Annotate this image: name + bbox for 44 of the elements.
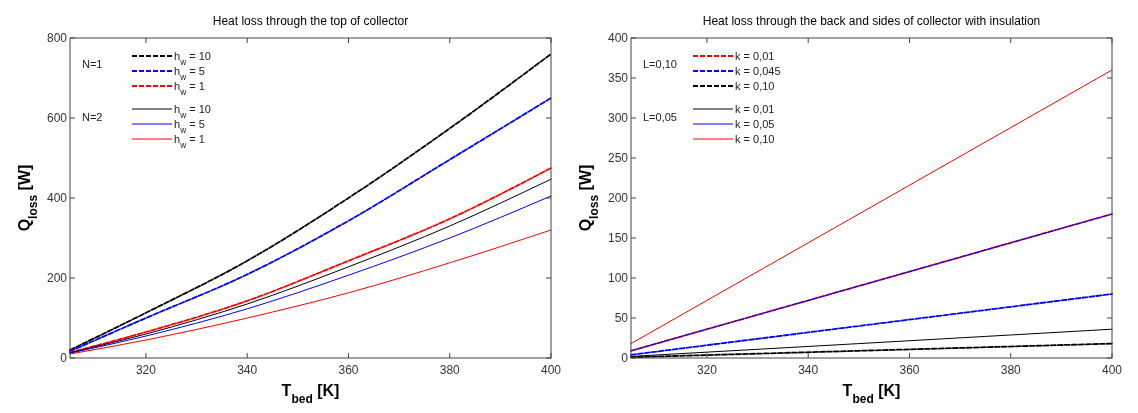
x-tick-label: 320 [135, 363, 157, 377]
y-tick-label: 200 [46, 271, 68, 285]
x-tick-label: 380 [439, 363, 461, 377]
x-tick-label: 400 [1101, 363, 1123, 377]
x-tick-label: 360 [899, 363, 920, 377]
y-tick-label: 300 [607, 111, 629, 125]
annotation: N=1 [82, 57, 103, 70]
chart-title: Heat loss through the top of collector [212, 14, 409, 28]
legend-label: h$_{w}$ = 1 [174, 133, 205, 150]
legend-label: h$_{w}$ = 5 [174, 118, 205, 135]
legend-label: k = 0,10 [735, 80, 775, 92]
annotation: L=0,05 [643, 110, 677, 123]
x-tick-label: 400 [540, 363, 562, 377]
x-tick-label: 320 [696, 363, 718, 377]
y-tick-label: 100 [607, 271, 629, 285]
y-tick-label: 250 [607, 151, 629, 165]
y-tick-label: 50 [614, 311, 629, 325]
annotation: N=2 [82, 110, 103, 123]
x-tick-label: 340 [237, 363, 258, 377]
legend-label: h$_{w}$ = 10 [174, 103, 211, 120]
legend-label: k = 0,10 [735, 133, 775, 145]
legend-label: h$_{w}$ = 10 [174, 50, 211, 67]
y-tick-label: 0 [621, 351, 629, 365]
y-tick-label: 800 [46, 31, 68, 45]
y-tick-label: 600 [46, 111, 68, 125]
legend-label: k = 0,01 [735, 50, 775, 62]
y-tick-label: 400 [46, 191, 68, 205]
legend-label: h$_{w}$ = 1 [174, 80, 205, 97]
legend-label: h$_{w}$ = 5 [174, 65, 205, 82]
y-tick-label: 0 [60, 351, 68, 365]
y-tick-label: 400 [607, 31, 629, 45]
y-tick-label: 150 [607, 231, 629, 245]
x-tick-label: 360 [338, 363, 359, 377]
x-tick-label: 380 [1000, 363, 1022, 377]
y-tick-label: 200 [607, 191, 629, 205]
annotation: L=0,10 [643, 57, 677, 70]
y-tick-label: 350 [607, 71, 629, 85]
x-axis-title: T$_{bed}$ [K] [842, 382, 901, 406]
x-tick-label: 340 [798, 363, 819, 377]
legend-label: k = 0,045 [735, 65, 781, 77]
chart-title: Heat loss through the back and sides of collector with insulation [702, 14, 1041, 28]
legend-label: k = 0,01 [735, 103, 775, 115]
legend-label: k = 0,05 [735, 118, 775, 130]
x-axis-title: T$_{bed}$ [K] [281, 382, 340, 406]
